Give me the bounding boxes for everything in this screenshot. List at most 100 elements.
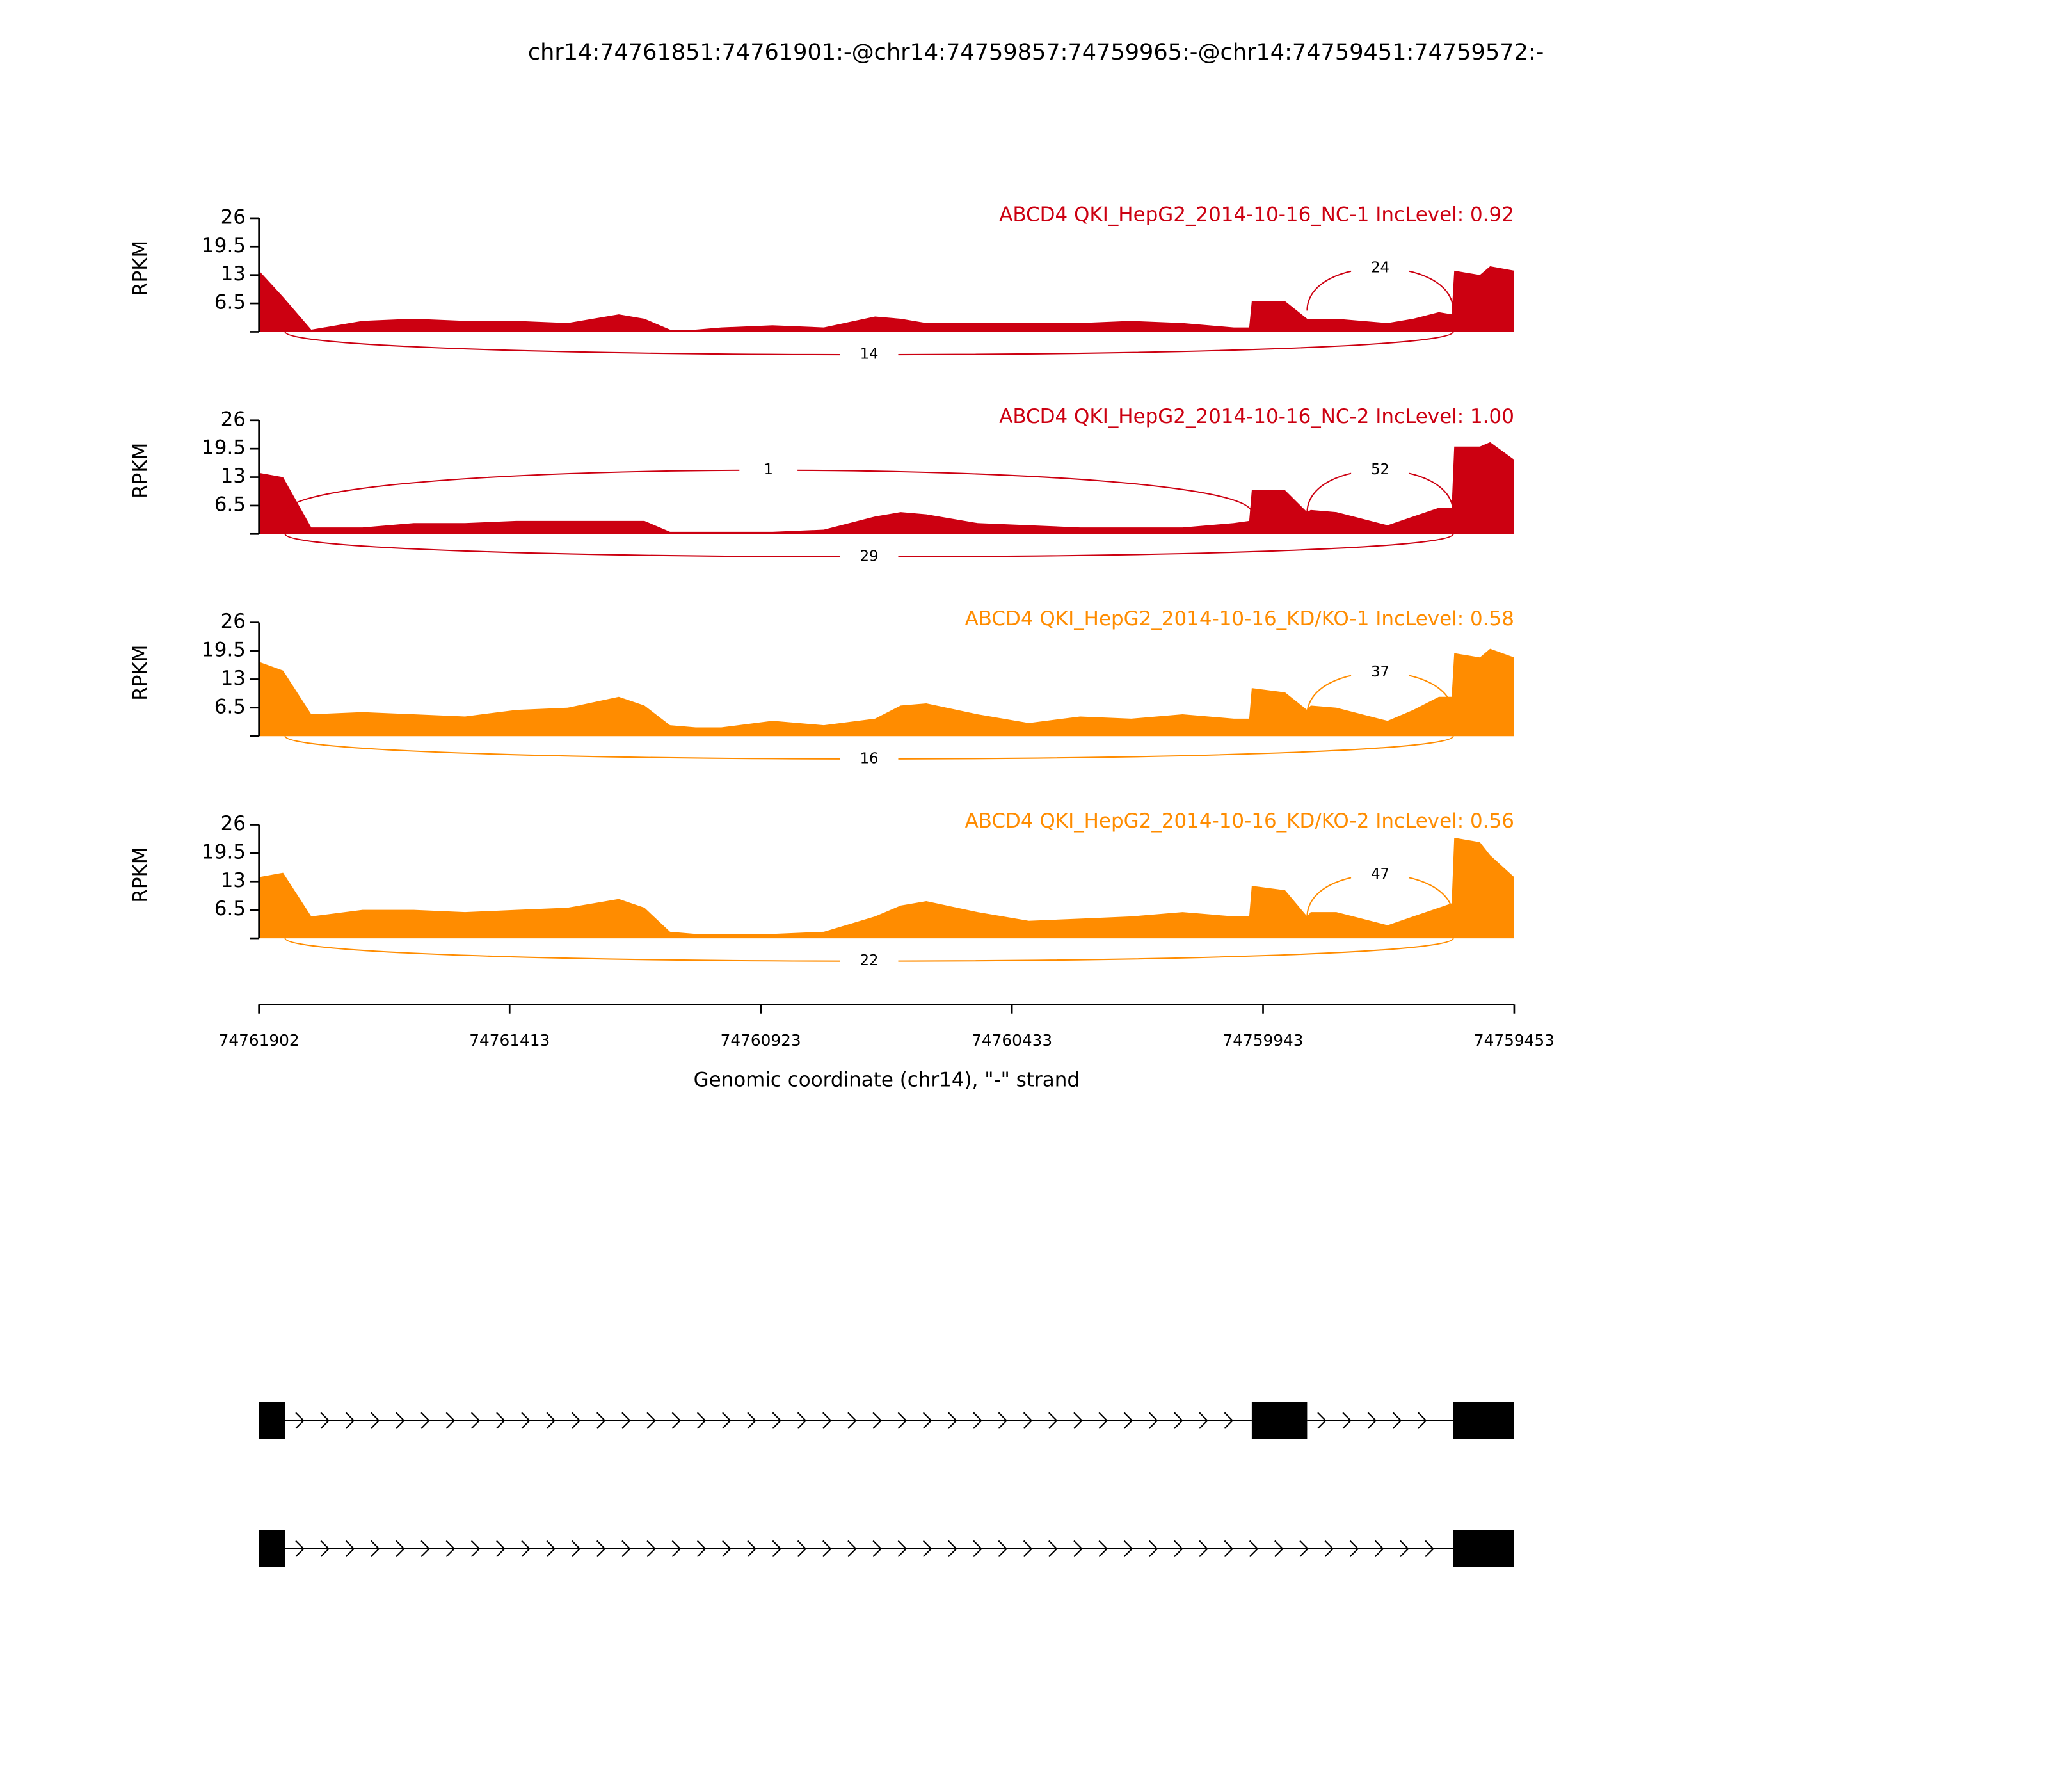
intron-chevron	[546, 1412, 556, 1429]
y-tick-label: 6.5	[214, 291, 246, 314]
intron-chevron	[420, 1540, 430, 1557]
intron-chevron	[571, 1540, 581, 1557]
y-tick-label: 6.5	[214, 897, 246, 920]
intron-chevron	[998, 1540, 1008, 1557]
intron-chevron	[872, 1412, 883, 1429]
intron-chevron	[1148, 1412, 1158, 1429]
intron-chevron	[621, 1540, 631, 1557]
intron-chevron	[1098, 1540, 1108, 1557]
intron-chevron	[822, 1540, 832, 1557]
x-tick-label: 74759943	[1222, 1031, 1303, 1050]
intron-chevron	[1048, 1540, 1058, 1557]
intron-chevron	[1249, 1540, 1259, 1557]
intron-chevron	[1174, 1412, 1183, 1429]
intron-chevron	[1392, 1412, 1402, 1429]
intron-chevron	[445, 1412, 456, 1429]
intron-chevron	[922, 1412, 932, 1429]
y-tick-label: 26	[221, 408, 246, 431]
junction-label: 47	[1371, 866, 1389, 883]
junction-label-bg	[1351, 662, 1409, 684]
intron-chevron	[696, 1540, 707, 1557]
intron-chevron	[722, 1540, 732, 1557]
intron-chevron	[1048, 1412, 1058, 1429]
intron-chevron	[1174, 1540, 1183, 1557]
coverage-area	[259, 266, 1514, 332]
intron-chevron	[722, 1412, 732, 1429]
exon	[1453, 1402, 1514, 1439]
junction-label: 24	[1371, 259, 1389, 276]
intron-chevron	[1425, 1540, 1435, 1557]
intron-chevron	[370, 1412, 380, 1429]
track-title: ABCD4 QKI_HepG2_2014-10-16_KD/KO-1 IncLe…	[965, 607, 1514, 630]
intron-chevron	[1123, 1540, 1133, 1557]
intron-chevron	[445, 1540, 456, 1557]
intron-chevron	[370, 1540, 380, 1557]
intron-chevron	[1418, 1412, 1427, 1429]
junction-label: 52	[1371, 461, 1389, 478]
intron-chevron	[998, 1412, 1008, 1429]
intron-chevron	[646, 1540, 657, 1557]
intron-chevron	[897, 1412, 908, 1429]
intron-chevron	[345, 1412, 355, 1429]
intron-chevron	[696, 1412, 707, 1429]
y-axis-label: RPKM	[129, 443, 152, 499]
intron-chevron	[1148, 1540, 1158, 1557]
y-tick-label: 19.5	[202, 234, 246, 257]
intron-chevron	[1123, 1412, 1133, 1429]
chart-title: chr14:74761851:74761901:-@chr14:74759857…	[528, 39, 1544, 65]
intron-chevron	[671, 1540, 682, 1557]
exon	[259, 1530, 285, 1567]
track-title: ABCD4 QKI_HepG2_2014-10-16_NC-2 IncLevel…	[999, 405, 1514, 428]
intron-chevron	[295, 1412, 305, 1429]
y-tick-label: 13	[221, 869, 246, 892]
junction-label-bg	[1351, 257, 1409, 279]
junction-label: 14	[860, 346, 879, 363]
intron-chevron	[948, 1540, 957, 1557]
intron-chevron	[546, 1540, 556, 1557]
junction-label: 22	[860, 952, 879, 969]
intron-chevron	[470, 1540, 481, 1557]
intron-chevron	[1374, 1540, 1384, 1557]
intron-chevron	[345, 1540, 355, 1557]
intron-chevron	[847, 1540, 857, 1557]
x-tick-label: 74759453	[1474, 1031, 1555, 1050]
coverage-area	[259, 648, 1514, 737]
intron-chevron	[496, 1540, 506, 1557]
intron-chevron	[295, 1540, 305, 1557]
intron-chevron	[646, 1412, 657, 1429]
intron-chevron	[772, 1412, 782, 1429]
x-tick-label: 74760433	[972, 1031, 1052, 1050]
intron-chevron	[772, 1540, 782, 1557]
y-tick-label: 26	[221, 812, 246, 835]
intron-chevron	[747, 1540, 756, 1557]
junction-label-bg	[840, 546, 899, 568]
intron-chevron	[797, 1412, 807, 1429]
intron-chevron	[671, 1412, 682, 1429]
junction-label-bg	[1351, 460, 1409, 481]
junction-label: 29	[860, 548, 879, 564]
intron-chevron	[1199, 1412, 1208, 1429]
intron-chevron	[1098, 1412, 1108, 1429]
intron-chevron	[872, 1540, 883, 1557]
y-axis-label: RPKM	[129, 241, 152, 296]
intron-chevron	[1073, 1412, 1083, 1429]
coverage-area	[259, 837, 1514, 939]
intron-chevron	[1199, 1540, 1208, 1557]
y-tick-label: 13	[221, 465, 246, 488]
track-title: ABCD4 QKI_HepG2_2014-10-16_NC-1 IncLevel…	[999, 203, 1514, 226]
exon	[1251, 1402, 1308, 1439]
junction-label-bg	[840, 748, 899, 770]
intron-chevron	[420, 1412, 430, 1429]
intron-chevron	[396, 1540, 405, 1557]
junction-label-bg	[840, 950, 899, 972]
intron-chevron	[571, 1412, 581, 1429]
intron-chevron	[973, 1540, 982, 1557]
intron-chevron	[1367, 1412, 1377, 1429]
intron-chevron	[822, 1412, 832, 1429]
intron-chevron	[1023, 1412, 1033, 1429]
junction-label: 16	[860, 750, 879, 767]
y-tick-label: 19.5	[202, 436, 246, 460]
track-title: ABCD4 QKI_HepG2_2014-10-16_KD/KO-2 IncLe…	[965, 810, 1514, 833]
